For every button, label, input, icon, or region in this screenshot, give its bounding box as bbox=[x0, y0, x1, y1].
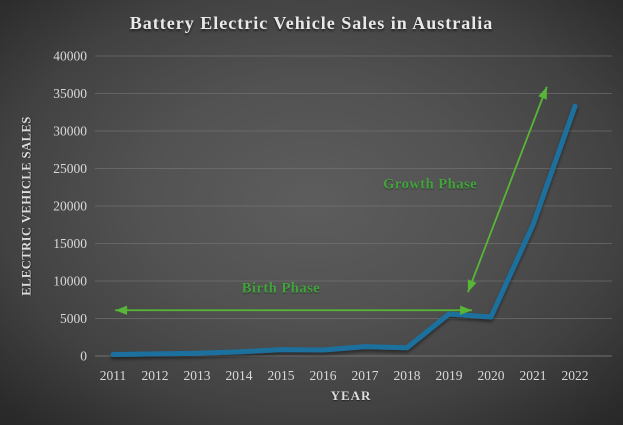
y-tick-label: 30000 bbox=[53, 124, 87, 139]
x-tick-label: 2015 bbox=[268, 368, 295, 383]
annotation-growth-phase: Growth Phase bbox=[383, 176, 478, 193]
y-tick-label: 20000 bbox=[53, 199, 87, 214]
y-tick-label: 40000 bbox=[53, 49, 87, 64]
x-tick-label: 2013 bbox=[184, 368, 211, 383]
chart-title: Battery Electric Vehicle Sales in Austra… bbox=[129, 13, 494, 33]
y-tick-label: 25000 bbox=[53, 161, 87, 176]
x-axis-title: YEAR bbox=[330, 388, 372, 403]
annotation-arrow bbox=[467, 86, 548, 293]
arrowhead bbox=[538, 86, 547, 100]
x-tick-label: 2020 bbox=[478, 368, 505, 383]
y-tick-label: 35000 bbox=[53, 86, 87, 101]
x-tick-label: 2021 bbox=[520, 368, 547, 383]
y-tick-label: 15000 bbox=[53, 236, 87, 251]
annotation-birth-phase: Birth Phase bbox=[241, 280, 321, 297]
x-tick-label: 2012 bbox=[142, 368, 169, 383]
x-tick-label: 2018 bbox=[394, 368, 421, 383]
x-tick-label: 2022 bbox=[562, 368, 589, 383]
y-tick-label: 5000 bbox=[60, 311, 87, 326]
arrowhead bbox=[460, 305, 473, 315]
x-tick-label: 2017 bbox=[352, 368, 379, 383]
x-tick-label: 2016 bbox=[310, 368, 337, 383]
arrowhead bbox=[467, 279, 477, 293]
y-tick-label: 0 bbox=[80, 349, 87, 364]
x-tick-label: 2019 bbox=[436, 368, 463, 383]
arrowhead bbox=[115, 305, 128, 315]
y-tick-label: 10000 bbox=[53, 274, 87, 289]
x-tick-label: 2011 bbox=[100, 368, 127, 383]
x-tick-label: 2014 bbox=[226, 368, 253, 383]
sales-line bbox=[110, 103, 578, 357]
